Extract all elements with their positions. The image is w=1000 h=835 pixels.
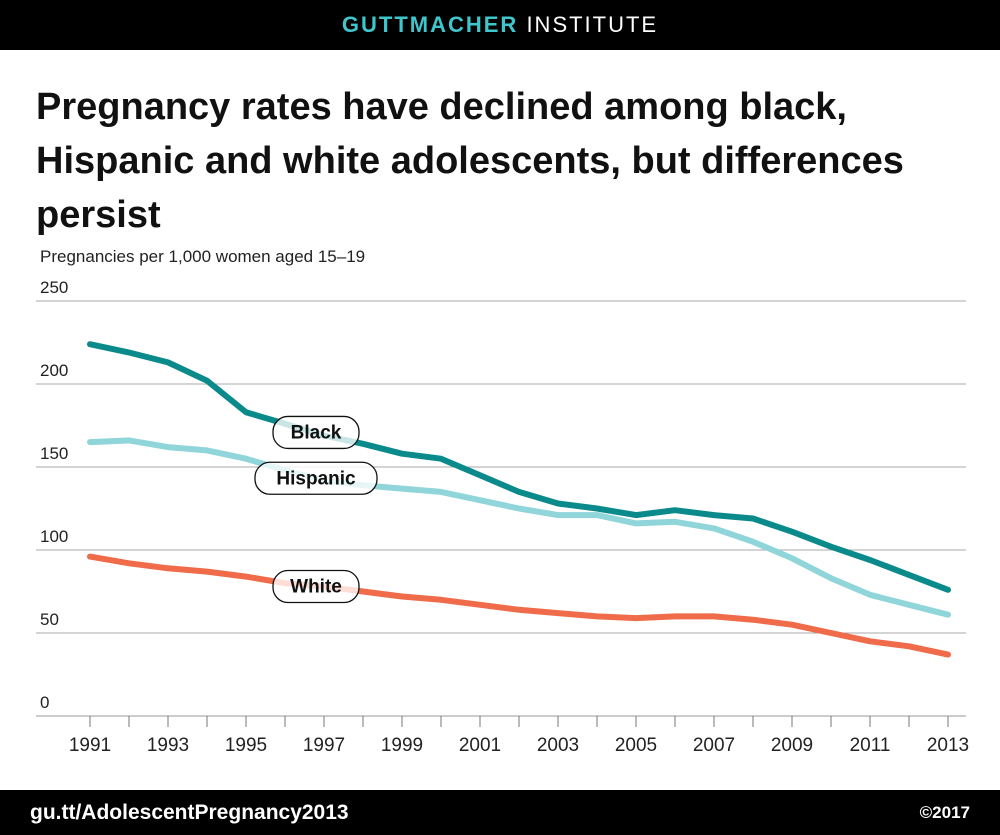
y-tick-label: 50: [40, 610, 59, 629]
y-tick-label: 250: [40, 278, 68, 297]
svg-text:White: White: [290, 577, 342, 598]
series-lines: [87, 341, 951, 658]
series-label-white: White: [272, 569, 360, 604]
x-tick-label: 2001: [459, 735, 501, 756]
footer-bar: gu.tt/AdolescentPregnancy2013 ©2017: [0, 790, 1000, 835]
y-tick-label: 200: [40, 361, 68, 380]
svg-text:Black: Black: [291, 422, 342, 443]
svg-text:Hispanic: Hispanic: [276, 468, 356, 489]
y-tick-labels: 0 50 100 150 200 250: [40, 278, 68, 712]
y-axis-label: Pregnancies per 1,000 women aged 15–19: [40, 247, 366, 266]
brand-logo: GUTTMACHER INSTITUTE: [0, 0, 1000, 50]
x-tick-label: 1995: [225, 735, 267, 756]
brand-name-light: INSTITUTE: [526, 12, 659, 37]
header-bar: GUTTMACHER INSTITUTE: [0, 0, 1000, 50]
x-tick-label: 2003: [537, 735, 579, 756]
series-label-black: Black: [272, 415, 360, 450]
x-tick-label: 2005: [615, 735, 657, 756]
series-labels: Black Hispanic White: [254, 415, 378, 604]
series-line-hispanic: [87, 437, 951, 618]
chart-title: Pregnancy rates have declined among blac…: [36, 86, 904, 236]
footer-link[interactable]: gu.tt/AdolescentPregnancy2013: [30, 801, 349, 824]
x-axis: 1991 1993 1995 1997 1999 2001 2003 2005 2007 2009…: [69, 716, 969, 756]
x-tick-label: 2013: [927, 735, 969, 756]
x-tick-label: 2011: [850, 735, 891, 756]
x-tick-label: 1991: [69, 735, 111, 756]
copyright: ©2017: [919, 803, 970, 822]
x-tick-label: 2009: [771, 735, 813, 756]
x-tick-label: 1997: [303, 735, 345, 756]
y-tick-label: 100: [40, 527, 68, 546]
series-label-hispanic: Hispanic: [254, 461, 378, 495]
line-chart: 0 50 100 150 200 250 1991 1993 1995 1997 1999 2001…: [36, 278, 969, 756]
brand-name-bold: GUTTMACHER: [341, 12, 519, 37]
x-tick-label: 2007: [693, 735, 735, 756]
y-tick-label: 0: [40, 693, 49, 712]
series-line-white: [87, 553, 951, 658]
x-tick-label: 1993: [147, 735, 189, 756]
series-line-black: [87, 341, 951, 593]
gridlines: [36, 300, 966, 717]
y-tick-label: 150: [40, 444, 68, 463]
x-tick-label: 1999: [381, 735, 423, 756]
